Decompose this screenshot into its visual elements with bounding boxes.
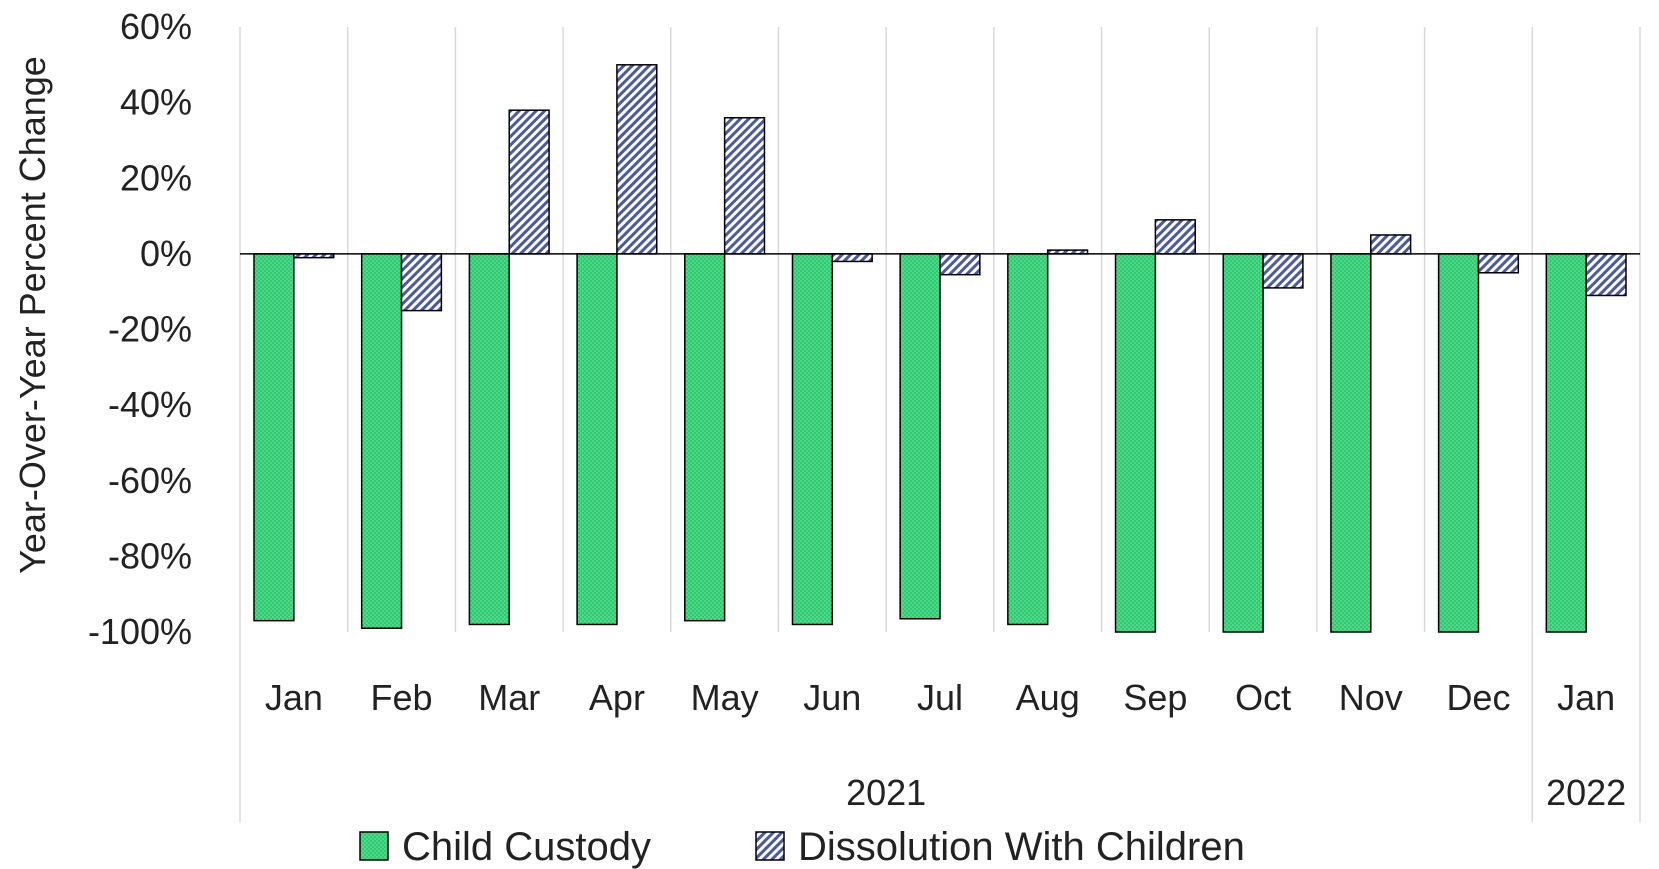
y-tick-label: -80% xyxy=(108,535,192,576)
legend-swatch xyxy=(359,831,389,861)
grid-layer xyxy=(239,27,1641,632)
legend: Child Custody Dissolution With Children xyxy=(359,825,1245,869)
bar-child-custody xyxy=(1437,253,1480,633)
y-tick-label: -100% xyxy=(88,611,192,652)
x-tick-label: Jul xyxy=(917,677,963,718)
bar-child-custody xyxy=(576,253,618,626)
x-tick-label: Jan xyxy=(1557,677,1615,718)
bar-dissolution-with-children xyxy=(616,64,658,255)
bar-dissolution-with-children xyxy=(508,109,550,255)
bar-dissolution-with-children xyxy=(723,117,766,255)
bar-dissolution-with-children xyxy=(400,253,443,312)
legend-swatch xyxy=(755,831,785,861)
y-tick-label: 60% xyxy=(120,6,192,47)
x-tick-label: Jan xyxy=(265,677,323,718)
y-tick-label: 0% xyxy=(140,233,192,274)
year-label: 2021 xyxy=(846,772,926,813)
y-axis-title: Year-Over-Year Percent Change xyxy=(12,56,53,574)
bar-child-custody xyxy=(791,253,834,626)
bar-child-custody xyxy=(1007,253,1049,626)
x-tick-label: Mar xyxy=(478,677,540,718)
bar-dissolution-with-children xyxy=(1477,253,1520,274)
x-tick-label: Jun xyxy=(803,677,861,718)
x-tick-label: Dec xyxy=(1446,677,1510,718)
year-label: 2022 xyxy=(1546,772,1626,813)
bar-child-custody xyxy=(360,253,403,629)
bar-child-custody xyxy=(1114,253,1157,633)
year-group-labels: 2021 2022 xyxy=(239,632,1641,822)
bar-dissolution-with-children xyxy=(1154,219,1196,255)
bar-dissolution-with-children xyxy=(1370,234,1412,255)
bar-child-custody xyxy=(684,253,726,622)
x-tick-label: May xyxy=(691,677,759,718)
x-tick-label: Oct xyxy=(1235,677,1291,718)
y-tick-labels: 60% 40% 20% 0% -20% -40% -60% -80% -100% xyxy=(88,6,192,652)
x-tick-label: Nov xyxy=(1339,677,1403,718)
y-tick-label: 20% xyxy=(120,157,192,198)
y-tick-label: -40% xyxy=(108,384,192,425)
bar-child-custody xyxy=(1545,253,1587,633)
bar-dissolution-with-children xyxy=(831,253,873,263)
bar-child-custody xyxy=(1330,253,1372,633)
bar-dissolution-with-children xyxy=(939,253,981,276)
bar-dissolution-with-children xyxy=(1262,253,1304,289)
bar-child-custody xyxy=(899,253,941,620)
x-tick-label: Sep xyxy=(1123,677,1187,718)
x-tick-label: Aug xyxy=(1016,677,1080,718)
bar-child-custody xyxy=(468,253,510,626)
legend-label: Child Custody xyxy=(402,825,651,869)
x-category-labels: Jan Feb Mar Apr May Jun Jul Aug Sep Oct Nov Dec Jan xyxy=(265,677,1615,718)
y-tick-label: 40% xyxy=(120,82,192,123)
bars-layer xyxy=(253,64,1627,633)
y-tick-label: -60% xyxy=(108,460,192,501)
bar-dissolution-with-children xyxy=(1585,253,1627,297)
bar-child-custody xyxy=(253,253,295,622)
x-tick-label: Apr xyxy=(589,677,645,718)
x-tick-label: Feb xyxy=(371,677,433,718)
legend-label: Dissolution With Children xyxy=(798,825,1245,869)
bar-child-custody xyxy=(1222,253,1264,633)
y-tick-label: -20% xyxy=(108,309,192,350)
